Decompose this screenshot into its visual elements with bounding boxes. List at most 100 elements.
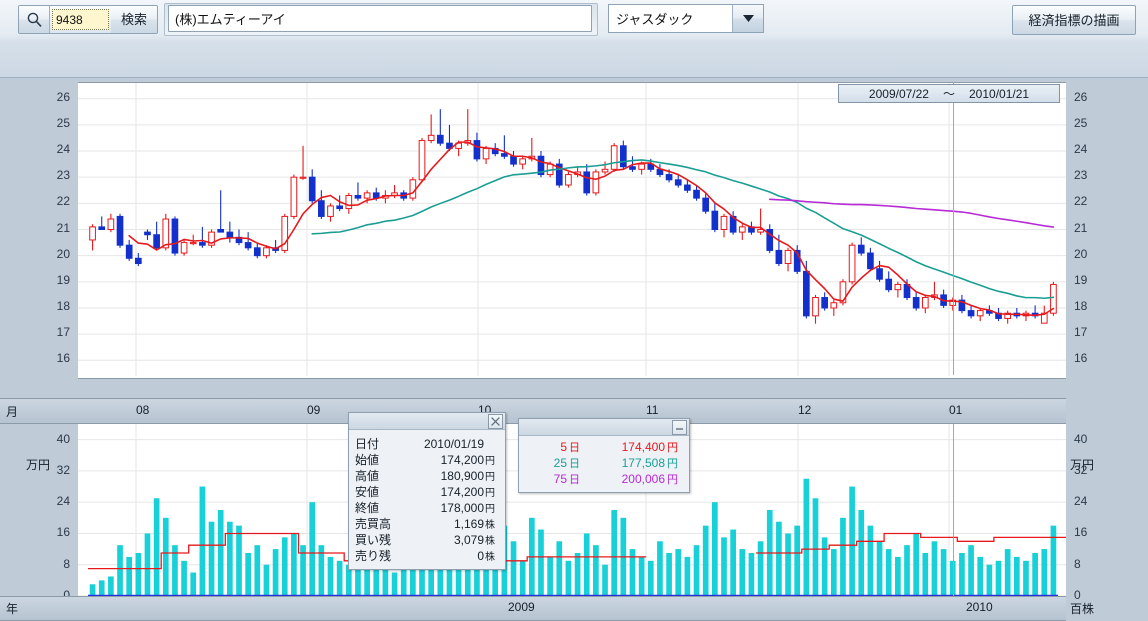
price-tick-label: 21 (1074, 220, 1088, 235)
ohlc-row: 日付 2010/01/19 (355, 435, 499, 451)
moving-average-legend-popup[interactable]: 5 日 174,400 円 25 日 177,508 円 75 日 200,006 円 (518, 418, 690, 493)
ohlc-row-value: 1,169 (453, 517, 484, 531)
date-range-from: 2009/07/22 (868, 86, 929, 101)
price-tick-label: 25 (1074, 115, 1088, 130)
ma-legend-row: 75 日 200,006 円 (525, 471, 683, 487)
ma-popup-body: 5 日 174,400 円 25 日 177,508 円 75 日 200,006 円 (519, 436, 689, 492)
price-tick-label: 23 (56, 168, 70, 183)
year-tick: 2009 (508, 600, 535, 614)
price-tick-label: 18 (1074, 298, 1088, 313)
volume-unit-label-right: 百株 (1070, 602, 1095, 616)
price-unit-label-left: 万円 (26, 458, 51, 472)
right-axis-gutter (1066, 78, 1148, 621)
ohlc-row-value: 3,079 (453, 533, 484, 547)
ohlc-row-unit: 円 (485, 472, 495, 483)
ohlc-row-unit: 株 (485, 536, 495, 547)
year-tick: 2010 (966, 600, 993, 614)
ma-legend-period-unit: 日 (569, 442, 580, 454)
ohlc-row: 売買高 1,169 株 (355, 515, 499, 531)
month-tick: 01 (949, 403, 963, 417)
price-tick-label: 24 (1074, 142, 1088, 157)
price-tick-label: 20 (1074, 246, 1088, 261)
ohlc-row-value: 180,900 (440, 469, 484, 483)
price-tick-label: 21 (56, 220, 70, 235)
stock-code-input[interactable]: 9438 (52, 9, 109, 30)
toolbar: 9438 検索 (株)エムティーアイ ジャスダック 経済指標の描画 日足 (0, 0, 1148, 111)
volume-tick-label: 24 (56, 494, 70, 509)
chevron-down-icon[interactable] (732, 5, 763, 32)
price-tick-label: 17 (56, 325, 70, 340)
price-tick-label: 16 (56, 351, 70, 366)
volume-tick-label: 40 (1074, 431, 1088, 446)
ma-legend-currency: 円 (667, 442, 678, 454)
ohlc-row-label: 高値 (355, 469, 380, 483)
ohlc-row-value: 2010/01/19 (423, 437, 484, 451)
search-group: 9438 検索 (18, 5, 158, 34)
month-tick: 11 (646, 403, 659, 417)
volume-tick-label: 16 (56, 525, 70, 540)
minimize-icon[interactable] (672, 419, 687, 435)
month-axis-title: 月 (6, 405, 19, 419)
volume-tick-label: 32 (56, 462, 70, 477)
ohlc-row: 売り残 0 株 (355, 547, 499, 563)
ma-legend-period: 25 (553, 456, 567, 470)
price-tick-label: 22 (56, 194, 70, 209)
ohlc-row-unit: 円 (485, 456, 495, 467)
year-axis-title: 年 (6, 602, 19, 616)
date-range-badge: 2009/07/22 〜 2010/01/21 (838, 84, 1060, 103)
month-tick: 08 (136, 403, 150, 417)
price-tick-label: 25 (56, 115, 70, 130)
market-select[interactable]: ジャスダック (608, 4, 764, 33)
month-axis-title-cell: 月 (0, 398, 78, 424)
ohlc-row-unit: 円 (485, 504, 495, 515)
ma-legend-period-unit: 日 (569, 458, 580, 470)
date-range-separator: 〜 (942, 87, 955, 101)
ma-legend-period: 75 (553, 472, 567, 486)
search-button[interactable]: 検索 (111, 6, 157, 33)
ma-legend-row: 25 日 177,508 円 (525, 455, 683, 471)
price-tick-label: 18 (56, 298, 70, 313)
volume-tick-label: 40 (56, 431, 70, 446)
volume-tick-label: 8 (1074, 556, 1081, 571)
price-unit-label-right: 万円 (1070, 458, 1095, 472)
price-tick-label: 17 (1074, 325, 1088, 340)
ohlc-info-popup[interactable]: 日付 2010/01/19 始値 174,200 円高値 180,900 円安値 174,20… (348, 412, 506, 570)
close-icon[interactable] (488, 413, 503, 429)
ma-legend-currency: 円 (667, 458, 678, 470)
price-tick-label: 19 (56, 272, 70, 287)
ohlc-row-value: 0 (477, 549, 484, 563)
ohlc-row-label: 安値 (355, 485, 380, 499)
price-chart[interactable] (78, 82, 1066, 379)
ohlc-row-label: 終値 (355, 501, 380, 515)
price-tick-label: 22 (1074, 194, 1088, 209)
volume-tick-label: 0 (63, 588, 70, 602)
ohlc-row-value: 178,000 (440, 501, 484, 515)
economic-indicator-button[interactable]: 経済指標の描画 (1012, 5, 1136, 35)
company-name-input[interactable]: (株)エムティーアイ (168, 5, 592, 32)
ohlc-row-label: 始値 (355, 453, 380, 467)
ma-legend-value: 174,400 (621, 440, 665, 454)
plot-pane (78, 78, 1066, 621)
ohlc-row-value: 174,200 (440, 453, 484, 467)
volume-tick-label: 0 (1074, 588, 1081, 602)
price-tick-label: 19 (1074, 272, 1088, 287)
ohlc-popup-titlebar (349, 413, 505, 430)
market-select-value: ジャスダック (616, 12, 694, 27)
ohlc-row-unit: 株 (485, 520, 495, 531)
chart-cursor-line (953, 82, 954, 375)
ohlc-popup-body: 日付 2010/01/19 始値 174,200 円高値 180,900 円安値 174,20… (349, 430, 505, 569)
date-range-to: 2010/01/21 (969, 86, 1030, 101)
ohlc-row-value: 174,200 (440, 485, 484, 499)
price-tick-label: 24 (56, 142, 70, 157)
ohlc-row: 安値 174,200 円 (355, 483, 499, 499)
ma-legend-value: 200,006 (621, 472, 665, 486)
ohlc-row-label: 買い残 (355, 533, 392, 547)
magnifier-icon (19, 6, 50, 33)
ohlc-row-label: 売り残 (355, 549, 392, 563)
price-candlestick-svg (78, 83, 1066, 376)
ma-legend-period-unit: 日 (569, 474, 580, 486)
volume-tick-label: 8 (63, 556, 70, 571)
price-tick-label: 26 (56, 89, 70, 104)
month-tick: 12 (798, 403, 812, 417)
ma-legend-value: 177,508 (621, 456, 665, 470)
